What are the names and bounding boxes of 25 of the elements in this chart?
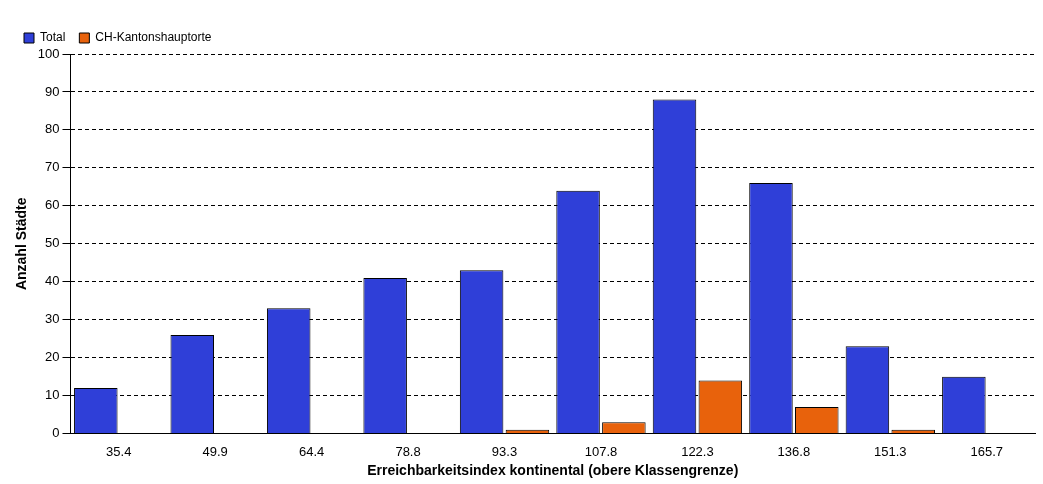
y-axis-title: Anzahl Städte — [13, 197, 30, 291]
x-tick-label: 64.4 — [298, 443, 325, 459]
legend-label: Total — [40, 30, 66, 45]
y-tick-label: 90 — [45, 83, 60, 99]
y-tick-label: 60 — [45, 197, 60, 213]
y-tick-label: 100 — [37, 45, 60, 61]
x-tick-label: 35.4 — [106, 443, 132, 459]
x-tick-label: 107.8 — [584, 443, 618, 459]
x-tick-label: 78.8 — [395, 443, 421, 459]
y-tick-label: 40 — [45, 273, 60, 289]
y-tick-label: 30 — [45, 311, 60, 327]
x-tick-label: 136.8 — [777, 443, 811, 459]
legend-label: CH-Kantonshauptorte — [95, 30, 212, 45]
y-tick-label: 80 — [45, 121, 60, 137]
y-tick-label: 20 — [45, 349, 60, 365]
y-tick-label: 0 — [52, 425, 60, 441]
x-tick-label: 93.3 — [491, 443, 518, 459]
y-tick-label: 70 — [45, 159, 60, 175]
x-tick-label: 49.9 — [202, 443, 228, 459]
x-axis-title: Erreichbarkeitsindex kontinental (obere Klassengrenze) — [367, 462, 739, 479]
x-tick-label: 122.3 — [681, 443, 714, 459]
x-tick-label: 165.7 — [970, 443, 1004, 459]
y-tick-label: 50 — [45, 235, 60, 251]
x-tick-label: 151.3 — [874, 443, 907, 459]
y-tick-label: 10 — [45, 387, 60, 403]
